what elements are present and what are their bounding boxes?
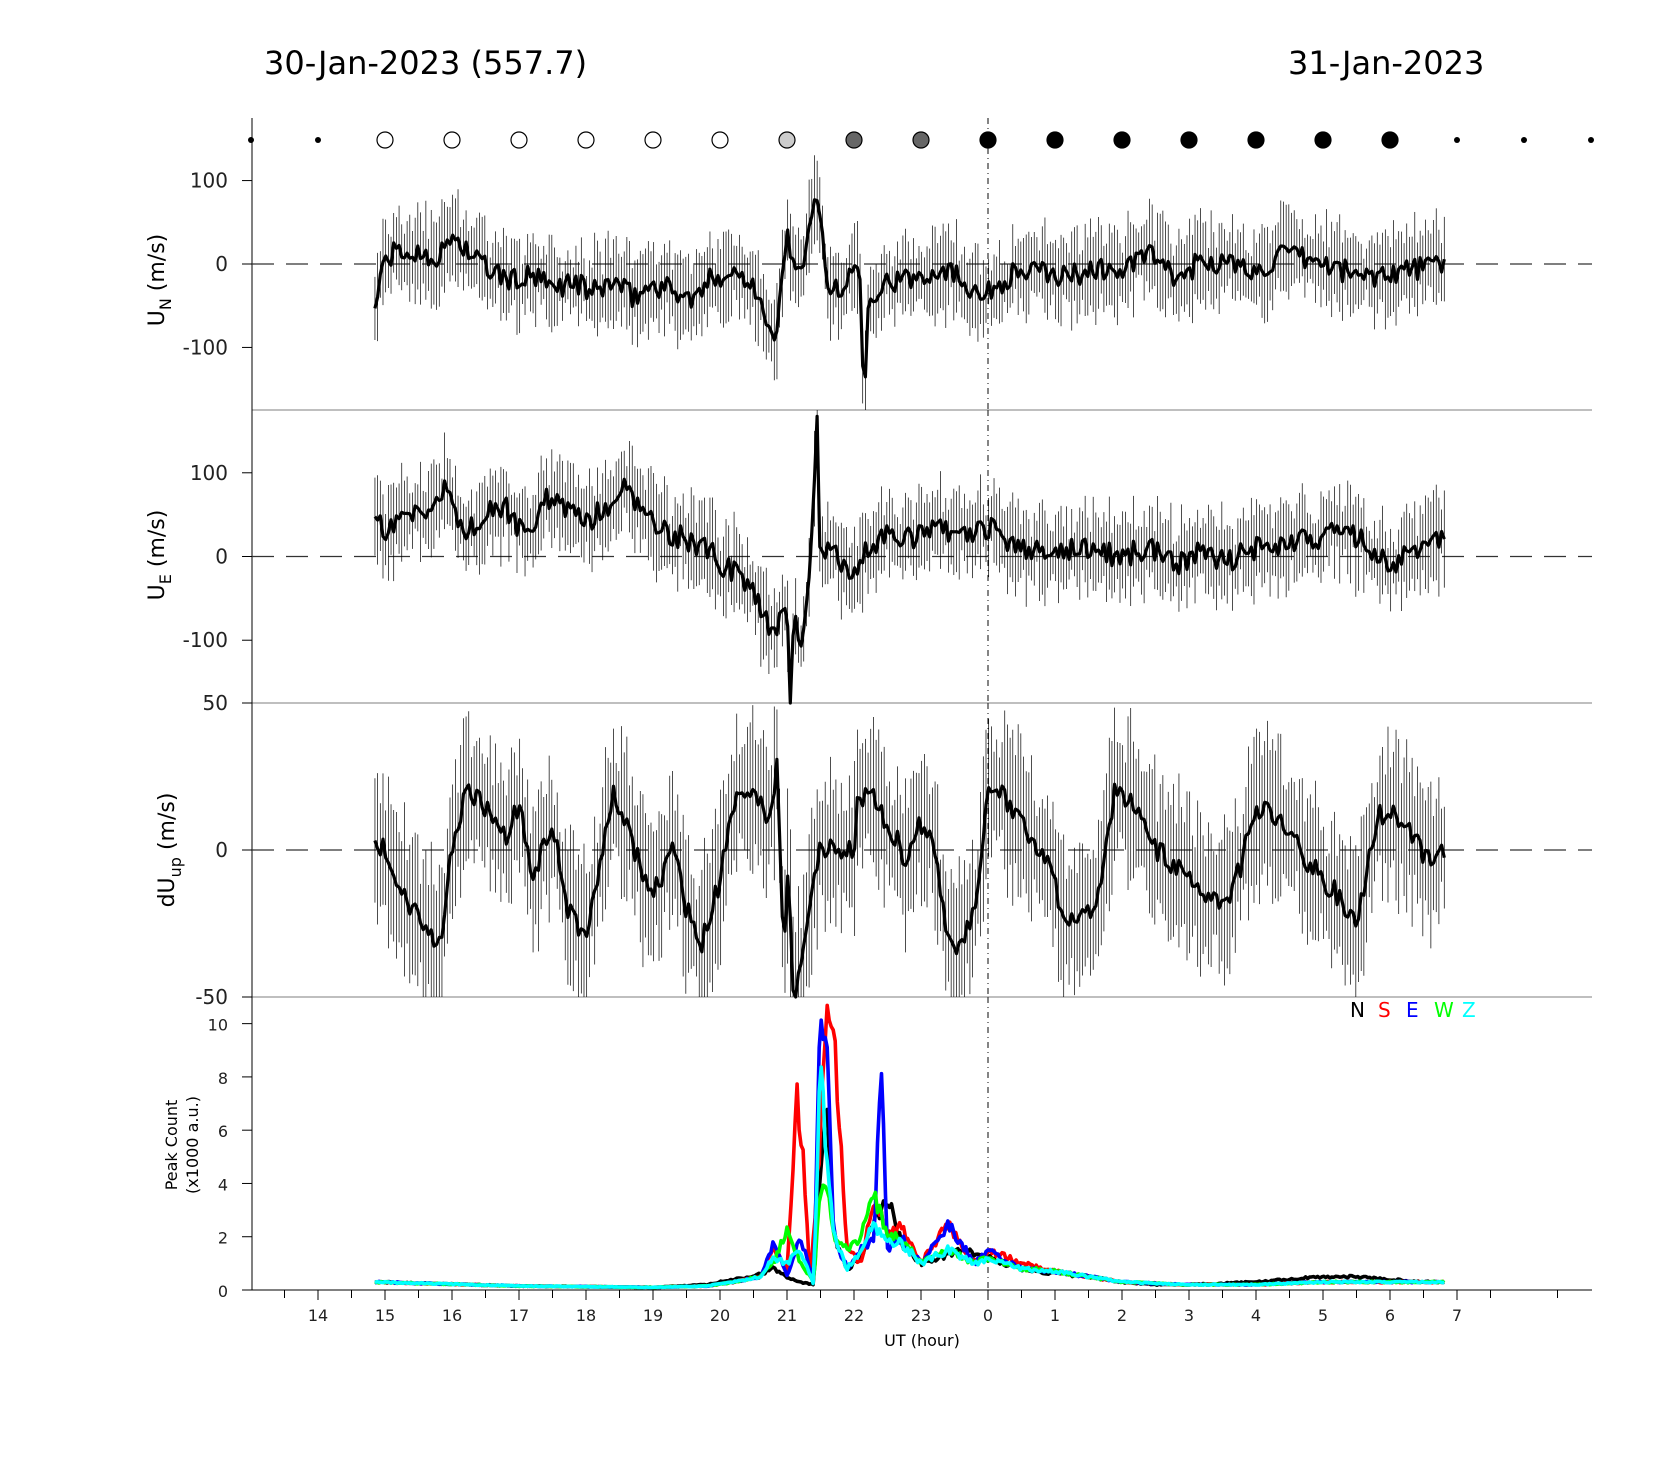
x-tick-label: 7 xyxy=(1452,1306,1462,1325)
moon-phase-marker xyxy=(1381,131,1399,149)
moon-phase-marker xyxy=(912,131,930,149)
moon-phase-marker xyxy=(376,131,394,149)
moon-dot-marker xyxy=(315,137,321,143)
y-tick-label: 100 xyxy=(190,461,228,485)
x-tick-label: 21 xyxy=(777,1306,797,1325)
x-tick-label: 4 xyxy=(1251,1306,1261,1325)
panel-ue: UE (m/s) xyxy=(145,510,175,601)
series-n-line xyxy=(374,1107,1445,1290)
panel-1-plot: 100 0 -100 xyxy=(183,410,1592,705)
x-tick-label: 18 xyxy=(576,1306,596,1325)
panel-duup: dUup (m/s) xyxy=(155,793,185,908)
moon-dot-marker xyxy=(1454,137,1460,143)
x-tick-label: 16 xyxy=(442,1306,462,1325)
peak-ylabel-unit: (x1000 a.u.) xyxy=(183,1096,202,1194)
moon-phase-marker xyxy=(711,131,729,149)
duup-ylabel: dUup (m/s) xyxy=(155,793,185,908)
legend-e: E xyxy=(1406,998,1419,1022)
y-tick-label: -100 xyxy=(183,335,228,359)
moon-phase-marker xyxy=(443,131,461,149)
un-ylabel: UN (m/s) xyxy=(145,234,175,327)
x-tick-label: 2 xyxy=(1117,1306,1127,1325)
series-line xyxy=(373,198,1446,379)
x-tick-label: 23 xyxy=(911,1306,931,1325)
y-tick-label: -50 xyxy=(195,985,228,1009)
legend-z: Z xyxy=(1462,998,1476,1022)
panel-un: UN (m/s) xyxy=(145,234,175,327)
y-tick-label: 100 xyxy=(190,169,228,193)
x-tick-label: 17 xyxy=(509,1306,529,1325)
moon-phase-marker xyxy=(644,131,662,149)
moon-phase-marker xyxy=(979,131,997,149)
moon-phase-marker xyxy=(1046,131,1064,149)
y-tick-label: 0 xyxy=(215,252,228,276)
legend-s: S xyxy=(1378,998,1391,1022)
series-s-line xyxy=(374,1003,1445,1290)
x-tick-label: 22 xyxy=(844,1306,864,1325)
y-tick-label: 10 xyxy=(208,1016,228,1035)
y-tick-label: 8 xyxy=(218,1069,228,1088)
moon-dot-marker xyxy=(248,137,254,143)
moon-phase-marker xyxy=(845,131,863,149)
x-tick-label: 1 xyxy=(1050,1306,1060,1325)
moon-phase-marker xyxy=(1180,131,1198,149)
moon-phase-marker xyxy=(778,131,796,149)
ue-ylabel: UE (m/s) xyxy=(145,510,175,601)
moon-phase-marker xyxy=(1113,131,1131,149)
y-tick-label: 4 xyxy=(218,1175,228,1194)
y-tick-label: 0 xyxy=(215,545,228,569)
series-line xyxy=(373,757,1446,999)
panel-peak-count: Peak Count (x1000 a.u.) UT (hour) xyxy=(162,1096,960,1350)
right-date-title: 31-Jan-2023 xyxy=(1288,44,1485,82)
left-date-title: 30-Jan-2023 (557.7) xyxy=(264,44,588,82)
moon-phase-markers xyxy=(248,131,1594,149)
x-tick-label: 15 xyxy=(375,1306,395,1325)
series-w-line xyxy=(374,1183,1446,1290)
peak-ylabel: Peak Count xyxy=(162,1100,181,1191)
x-tick-label: 5 xyxy=(1318,1306,1328,1325)
moon-dot-marker xyxy=(1521,137,1527,143)
x-tick-label: 14 xyxy=(308,1306,328,1325)
panel-0-plot: 100 0 -100 xyxy=(183,118,1592,411)
moon-phase-marker xyxy=(577,131,595,149)
moon-phase-marker xyxy=(1314,131,1332,149)
legend-w: W xyxy=(1434,998,1454,1022)
y-tick-label: 6 xyxy=(218,1122,228,1141)
y-tick-label: 0 xyxy=(215,838,228,862)
y-tick-label: 0 xyxy=(218,1282,228,1301)
series-z-line xyxy=(374,1065,1445,1290)
x-tick-label: 6 xyxy=(1385,1306,1395,1325)
moon-phase-marker xyxy=(510,131,528,149)
moon-phase-marker xyxy=(1247,131,1265,149)
y-tick-label: 2 xyxy=(218,1229,228,1248)
y-tick-label: -100 xyxy=(183,628,228,652)
x-tick-label: 0 xyxy=(983,1306,993,1325)
x-tick-label: 20 xyxy=(710,1306,730,1325)
x-axis-label: UT (hour) xyxy=(884,1331,960,1350)
x-tick-label: 3 xyxy=(1184,1306,1194,1325)
legend-n: N xyxy=(1350,998,1365,1022)
y-tick-label: 50 xyxy=(203,691,228,715)
panel-2-plot: 50 0 -50 xyxy=(195,691,1592,1009)
x-tick-label: 19 xyxy=(643,1306,663,1325)
moon-dot-marker xyxy=(1588,137,1594,143)
series-line xyxy=(373,414,1446,705)
